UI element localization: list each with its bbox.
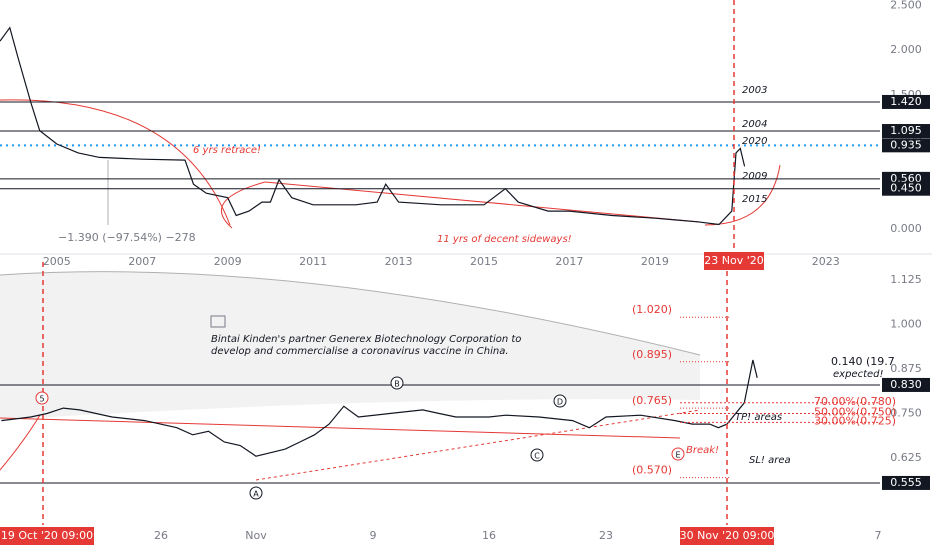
level-label: 0.560 (890, 172, 922, 185)
y-tick-label: 1.000 (890, 317, 922, 330)
level-box (882, 124, 930, 139)
level-label: 0.830 (890, 378, 922, 391)
wave-label: A (253, 490, 259, 499)
price-line (0, 26, 746, 226)
y-tick-label: 0.625 (890, 451, 922, 464)
wave-label: E (675, 451, 680, 460)
x-tick-label: 2009 (214, 255, 242, 268)
level-label: 1.095 (890, 124, 922, 137)
retrace-curve (0, 99, 231, 226)
fib-label: (1.020) (632, 303, 672, 316)
x-tick-label: Nov (245, 529, 267, 542)
annotation: 11 yrs of decent sideways! (437, 234, 572, 245)
cloud-area (0, 271, 700, 420)
y-tick-label: 0.750 (890, 406, 922, 419)
note-text: Bintai Kinden's partner Generex Biotechn… (211, 334, 521, 345)
wave-label: C (534, 452, 540, 461)
y-tick-label: 1.125 (890, 273, 922, 286)
price-line (1, 359, 758, 457)
wave-circle (249, 486, 263, 500)
wave-label: 5 (39, 395, 44, 404)
x-tick-label: 19 Oct '20 09:00 (1, 529, 93, 542)
wave-circle (671, 447, 685, 461)
annotation: SL! area (749, 455, 791, 466)
x-tick-label: 7 (875, 529, 882, 542)
tp-label: 70.00%(0.780) (814, 395, 896, 408)
x-tick-label: 30 Nov '20 09:00 (680, 529, 775, 542)
level-year: 2020 (742, 136, 767, 147)
level-box (882, 138, 930, 153)
crosshair-label: 23 Nov '20 (704, 254, 763, 267)
x-tick-label: 2015 (470, 255, 498, 268)
note-text: develop and commercialise a coronavirus … (211, 346, 509, 357)
level-box (882, 94, 930, 109)
wave-circle (390, 376, 404, 390)
level-year: 2015 (742, 194, 767, 205)
level-year: 2003 (742, 85, 767, 96)
x-tick-label: 26 (154, 529, 168, 542)
y-tick-label: 0.000 (890, 222, 922, 235)
level-label: 0.555 (890, 476, 922, 489)
wave-label: B (394, 380, 400, 389)
y-tick-label: 0.875 (890, 362, 922, 375)
wave-label: D (557, 398, 563, 407)
curve (221, 181, 266, 229)
level-label: 0.450 (890, 182, 922, 195)
annotation: expected! (833, 369, 884, 380)
level-box (882, 475, 930, 490)
level-box (882, 181, 930, 196)
annotation: TP! areas (735, 412, 782, 423)
crosshair-box (704, 252, 764, 270)
annotation: Break! (686, 445, 719, 456)
x-tick-label: 2023 (812, 255, 840, 268)
level-label: 0.935 (890, 138, 922, 151)
x-tick-label: 2011 (299, 255, 327, 268)
crosshair-box (0, 527, 94, 545)
wave-circle (530, 448, 544, 462)
x-tick-label: 2019 (641, 255, 669, 268)
wave-circle (35, 391, 49, 405)
crosshair-box (680, 527, 774, 545)
tp-label: 30.00%(0.725) (814, 414, 896, 427)
level-label: 1.420 (890, 95, 922, 108)
annotation: 6 yrs retrace! (193, 145, 261, 156)
x-tick-label: 2005 (43, 255, 71, 268)
y-tick-label: 2.000 (890, 43, 922, 56)
level-year: 2009 (742, 171, 767, 182)
fib-label: (0.765) (632, 394, 672, 407)
note-icon (210, 315, 226, 328)
fib-label: (0.570) (632, 464, 672, 477)
fib-label: (0.895) (632, 348, 672, 361)
x-tick-label: 16 (482, 529, 496, 542)
x-tick-label: 2017 (555, 255, 583, 268)
annotation: 0.140 (19.7 (831, 355, 895, 368)
x-tick-label: 2013 (385, 255, 413, 268)
level-box (882, 377, 930, 392)
x-tick-label: 9 (370, 529, 377, 542)
x-tick-label: 2007 (128, 255, 156, 268)
measure-label: −1.390 (−97.54%) −278 (58, 231, 196, 244)
level-year: 2004 (742, 119, 767, 130)
tp-label: 50.00%(0.750) (814, 405, 896, 418)
arc-line (0, 271, 701, 356)
wave-circle (553, 394, 567, 408)
curve (0, 414, 41, 471)
x-tick-label: 23 (599, 529, 613, 542)
trend-line (0, 417, 681, 439)
trend-line (255, 409, 701, 481)
y-tick-label: 2.500 (890, 0, 922, 11)
